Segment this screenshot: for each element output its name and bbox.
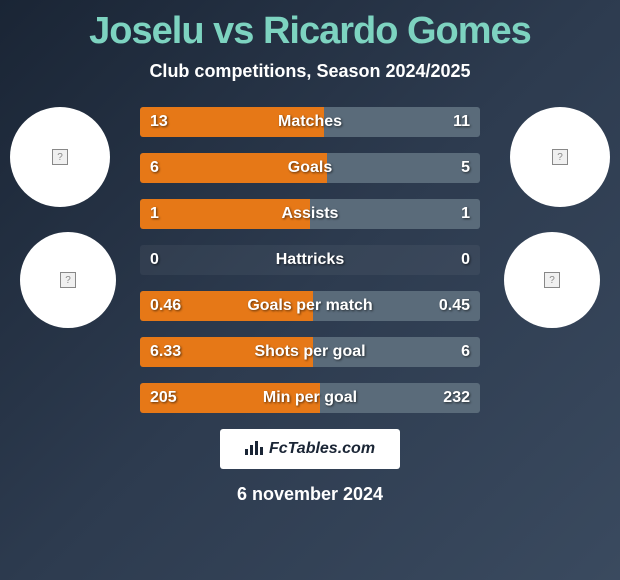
footer-logo: FcTables.com	[220, 429, 400, 469]
footer-date: 6 november 2024	[0, 484, 620, 505]
stat-label: Hattricks	[140, 251, 480, 269]
stat-row: 65Goals	[140, 153, 480, 183]
stat-label: Min per goal	[140, 389, 480, 407]
stat-label: Goals per match	[140, 297, 480, 315]
image-placeholder-icon: ?	[552, 149, 568, 165]
stats-container: 1311Matches 65Goals 11Assists 00Hattricks 0.…	[140, 107, 480, 413]
stat-label: Assists	[140, 205, 480, 223]
stat-row: 6.336Shots per goal	[140, 337, 480, 367]
stat-row: 205232Min per goal	[140, 383, 480, 413]
content-area: ? ? ? ? 1311Matches 65Goals 11Assists 00Hat…	[0, 107, 620, 413]
footer-logo-text: FcTables.com	[269, 440, 375, 458]
player2-avatar: ?	[510, 107, 610, 207]
image-placeholder-icon: ?	[60, 272, 76, 288]
player2-club-avatar: ?	[504, 232, 600, 328]
stat-label: Goals	[140, 159, 480, 177]
stat-label: Matches	[140, 113, 480, 131]
image-placeholder-icon: ?	[52, 149, 68, 165]
chart-icon	[245, 439, 265, 460]
stat-label: Shots per goal	[140, 343, 480, 361]
page-subtitle: Club competitions, Season 2024/2025	[0, 61, 620, 82]
player1-club-avatar: ?	[20, 232, 116, 328]
page-title: Joselu vs Ricardo Gomes	[0, 0, 620, 53]
stat-row: 1311Matches	[140, 107, 480, 137]
stat-row: 00Hattricks	[140, 245, 480, 275]
image-placeholder-icon: ?	[544, 272, 560, 288]
stat-row: 11Assists	[140, 199, 480, 229]
player1-avatar: ?	[10, 107, 110, 207]
stat-row: 0.460.45Goals per match	[140, 291, 480, 321]
